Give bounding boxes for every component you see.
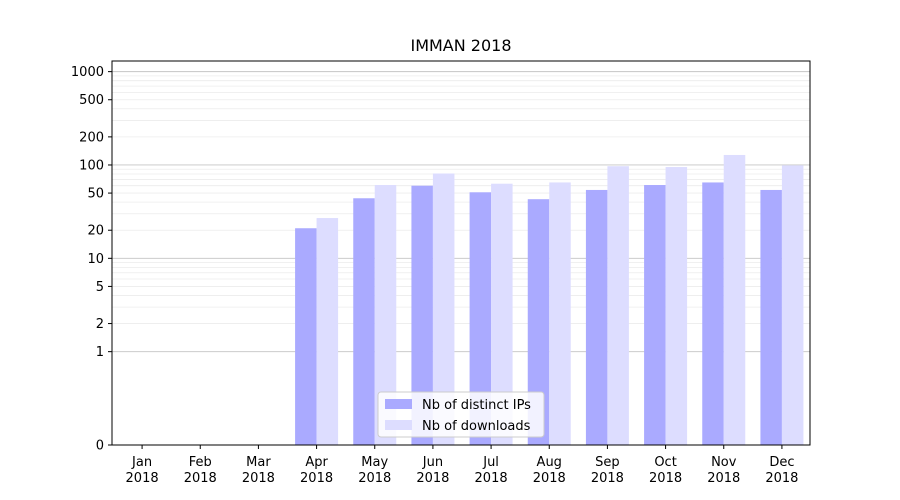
x-tick-label-year: 2018 (707, 471, 740, 486)
x-tick-label-month: Mar (246, 455, 271, 470)
x-tick-label-month: Dec (769, 455, 794, 470)
x-tick-label-year: 2018 (591, 471, 624, 486)
bar (432, 173, 455, 446)
x-tick-label-month: Feb (189, 455, 212, 470)
x-tick-label-year: 2018 (242, 471, 275, 486)
y-tick-label: 50 (87, 187, 104, 202)
x-tick-label-month: Apr (305, 455, 328, 470)
x-tick-label-year: 2018 (416, 471, 449, 486)
legend-label: Nb of distinct IPs (422, 398, 531, 413)
y-tick-label: 0 (96, 439, 104, 454)
legend-label: Nb of downloads (422, 419, 531, 434)
legend-box (377, 391, 545, 438)
legend: Nb of distinct IPs Nb of downloads (377, 391, 545, 438)
bar (644, 185, 666, 445)
y-tick-label: 20 (87, 224, 104, 239)
bar (760, 189, 782, 445)
bar (353, 198, 375, 445)
legend-swatch (385, 399, 412, 409)
y-tick-label: 200 (79, 130, 104, 145)
bar (469, 192, 492, 445)
bar (527, 199, 550, 445)
x-tick-label-year: 2018 (533, 471, 566, 486)
y-tick-label: 2 (96, 317, 104, 332)
bar (411, 185, 433, 445)
bar (665, 167, 688, 445)
bar (585, 189, 608, 445)
bar (295, 228, 317, 445)
bar (316, 218, 339, 445)
y-tick-label: 5 (96, 280, 104, 295)
x-tick-label-month: Sep (595, 455, 620, 470)
axes: 01251020501002005001000Jan2018Feb2018Mar… (71, 60, 811, 486)
x-tick-label-year: 2018 (300, 471, 333, 486)
bar (607, 166, 629, 446)
x-tick-label-month: May (361, 455, 388, 470)
x-tick-label-year: 2018 (358, 471, 391, 486)
bar (702, 182, 724, 445)
x-tick-label-year: 2018 (649, 471, 682, 486)
y-tick-label: 1 (96, 345, 104, 360)
plot-frame (111, 60, 811, 446)
x-tick-label-month: Jul (482, 455, 499, 470)
x-tick-label-month: Jun (422, 455, 443, 470)
y-tick-label: 10 (87, 252, 104, 267)
bar (781, 165, 804, 446)
bar (549, 182, 571, 445)
y-tick-label: 1000 (71, 65, 104, 80)
x-tick-label-month: Oct (654, 455, 676, 470)
bar (491, 183, 513, 445)
x-tick-label-year: 2018 (184, 471, 217, 486)
x-tick-label-year: 2018 (765, 471, 798, 486)
y-tick-label: 100 (79, 158, 104, 173)
bar (723, 154, 746, 445)
x-tick-label-year: 2018 (475, 471, 508, 486)
x-tick-label-month: Nov (711, 455, 737, 470)
bars (295, 154, 804, 446)
grid (112, 71, 810, 353)
x-tick-label-year: 2018 (126, 471, 159, 486)
x-tick-label-month: Jan (131, 455, 152, 470)
legend-swatch (385, 420, 412, 430)
y-tick-label: 500 (79, 93, 104, 108)
bar (374, 185, 397, 445)
chart-title: IMMAN 2018 (410, 36, 511, 55)
x-tick-label-month: Aug (537, 455, 562, 470)
